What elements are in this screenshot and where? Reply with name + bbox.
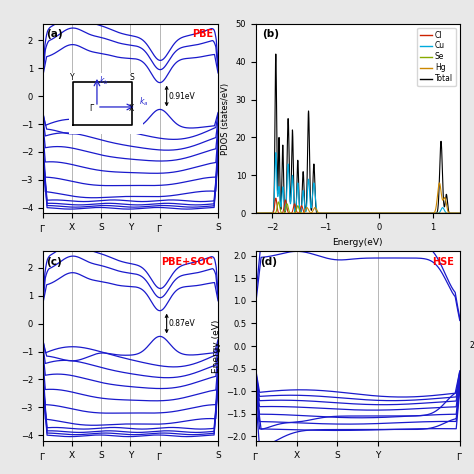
Text: (a): (a) (46, 29, 63, 39)
Text: PBE: PBE (191, 29, 213, 39)
Text: (d): (d) (260, 257, 277, 267)
Legend: Cl, Cu, Se, Hg, Total: Cl, Cu, Se, Hg, Total (417, 27, 456, 86)
X-axis label: Energy(eV): Energy(eV) (333, 237, 383, 246)
Text: 0.91eV: 0.91eV (168, 91, 195, 100)
Text: PBE+SOC: PBE+SOC (161, 257, 213, 267)
Y-axis label: Energy (eV): Energy (eV) (211, 319, 220, 373)
Text: (b): (b) (262, 29, 279, 39)
Y-axis label: PDOS (states/eV): PDOS (states/eV) (221, 82, 230, 155)
Text: HSE: HSE (432, 257, 454, 267)
Text: 0.87eV: 0.87eV (168, 319, 195, 328)
Text: (c): (c) (46, 257, 62, 267)
Text: 2.0 eV: 2.0 eV (470, 341, 474, 350)
